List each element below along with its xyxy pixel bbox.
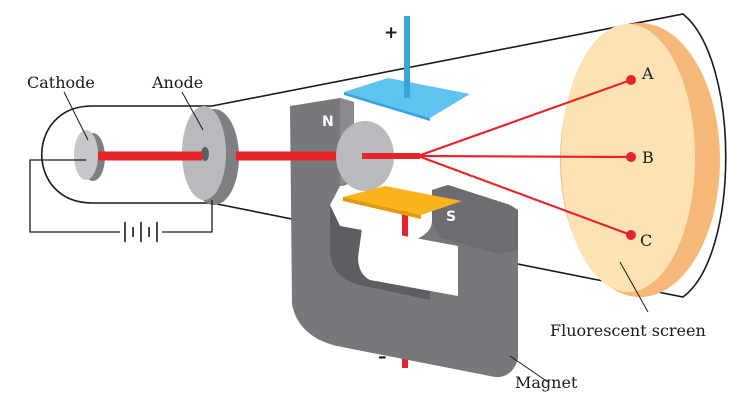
anode-label: Anode [151,73,203,92]
circuit-wire [29,159,213,233]
cathode-disc [74,130,98,180]
point-c-label: C [640,231,652,250]
cathode-leader [63,91,89,141]
battery-icon [124,222,158,242]
anode-leader [181,91,204,131]
screen-leader [619,261,649,313]
point-a-label: A [641,64,654,83]
minus-sign: – [378,347,387,367]
magnet-leader [509,355,549,383]
magnet-inner-window [358,228,458,296]
point-b-dot [626,152,636,162]
south-pole-label: S [446,209,456,225]
tube-outline [40,13,727,298]
magnet-label: Magnet [515,373,578,392]
point-a-dot [626,75,636,85]
anode-hole [201,147,209,161]
beam-to-c [417,154,632,237]
point-b-label: B [642,148,654,167]
point-c-dot [626,230,636,240]
plus-sign: + [384,23,398,43]
beam-to-b [417,154,632,159]
upper-plate-edge [344,92,430,121]
lower-plate-edge [343,197,421,219]
cathode-label: Cathode [27,73,95,92]
screen-label: Fluorescent screen [550,321,706,340]
beam-to-a [417,78,632,158]
lower-plate [343,186,462,215]
north-pole-label: N [322,114,334,130]
